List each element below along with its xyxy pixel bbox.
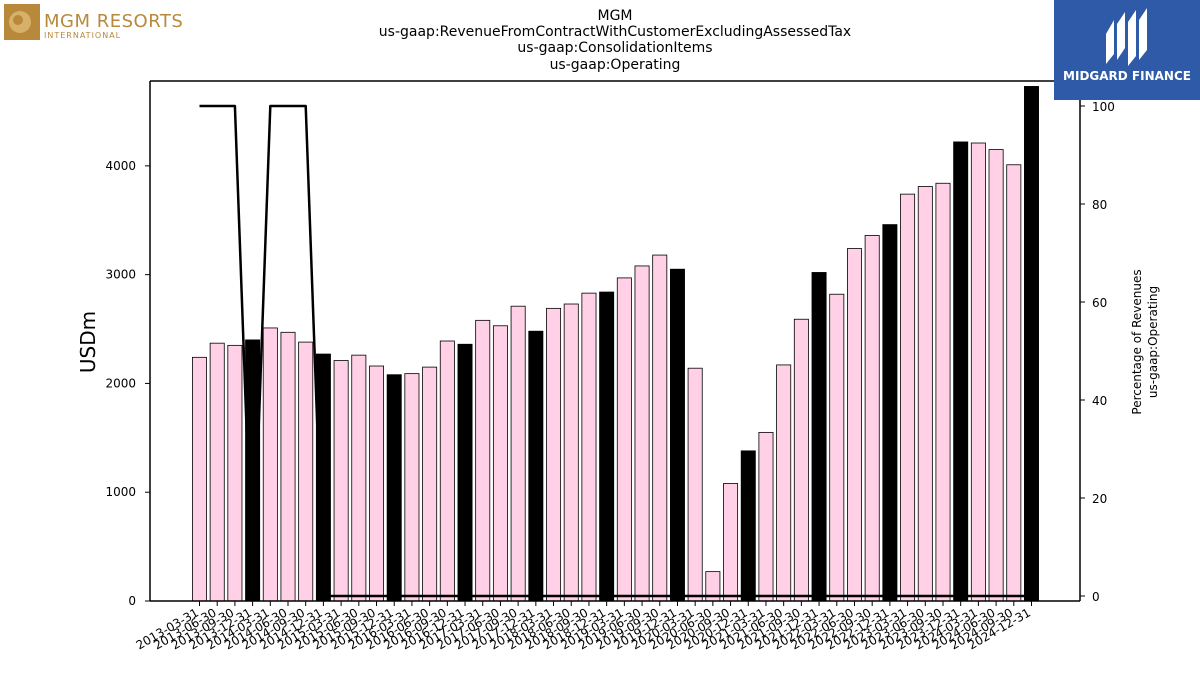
bar-2018-12-31 <box>599 291 615 602</box>
y-tick-label-4000: 4000 <box>105 159 136 173</box>
bar-2018-09-30 <box>581 292 597 602</box>
bar-2020-09-30 <box>723 483 739 602</box>
chart-title: MGM us-gaap:RevenueFromContractWithCusto… <box>379 8 851 73</box>
bar-2022-12-31 <box>882 224 898 602</box>
bar-series <box>192 86 1039 602</box>
mgm-logo-line1: MGM RESORTS <box>44 11 184 32</box>
bar-2018-06-30 <box>563 303 579 602</box>
bar-2015-12-31 <box>386 374 402 602</box>
bar-2017-06-30 <box>492 325 508 602</box>
bar-2018-03-31 <box>546 307 562 602</box>
axes: 010002000300040000204060801002013-03-312… <box>105 80 1115 652</box>
y-tick-label-1000: 1000 <box>105 485 136 499</box>
bar-2016-03-31 <box>404 373 420 602</box>
y-right-tick-label-60: 60 <box>1092 296 1107 310</box>
bar-2023-06-30 <box>917 186 933 602</box>
bar-2013-09-30 <box>227 344 243 602</box>
bar-2019-03-31 <box>616 277 632 602</box>
bar-2015-03-31 <box>333 360 349 602</box>
bar-2016-09-30 <box>439 340 455 602</box>
bar-2021-12-31 <box>811 272 827 602</box>
bar-2019-06-30 <box>634 265 650 602</box>
mgm-resorts-logo: MGM RESORTS INTERNATIONAL <box>4 4 194 42</box>
bar-2021-09-30 <box>793 318 809 602</box>
title-line-4: us-gaap:Operating <box>550 57 681 73</box>
bar-2017-03-31 <box>475 319 491 602</box>
bar-2024-06-30 <box>988 149 1004 602</box>
bar-2023-12-31 <box>953 141 969 602</box>
bar-2017-12-31 <box>528 330 544 602</box>
bar-2016-12-31 <box>457 343 473 602</box>
y-tick-label-2000: 2000 <box>105 376 136 390</box>
bar-2016-06-30 <box>422 366 438 602</box>
midgard-emblem-icon <box>1106 8 1147 66</box>
bar-2014-09-30 <box>298 341 314 602</box>
bar-2020-12-31 <box>740 450 756 602</box>
bar-2013-06-30 <box>209 342 225 602</box>
y-axis-label-right-2: us-gaap:Operating <box>1146 286 1160 398</box>
title-line-3: us-gaap:ConsolidationItems <box>517 40 712 56</box>
title-line-1: MGM <box>597 8 632 24</box>
y-right-tick-label-40: 40 <box>1092 394 1107 408</box>
line-series <box>199 104 1032 598</box>
bar-2021-06-30 <box>776 364 792 602</box>
bar-2017-09-30 <box>510 305 526 602</box>
y-axis-label-right-1: Percentage of Revenues <box>1130 269 1144 414</box>
bar-2013-03-31 <box>192 356 207 602</box>
y-right-tick-label-0: 0 <box>1092 590 1100 604</box>
y-axis-label-left: USDm <box>76 311 100 373</box>
lion-emblem-icon <box>4 4 40 40</box>
bar-2024-12-31 <box>1024 86 1039 602</box>
bar-2014-03-31 <box>262 327 278 602</box>
bar-2022-06-30 <box>847 248 862 602</box>
midgard-logo-text: MIDGARD FINANCE <box>1063 69 1191 83</box>
bar-2023-09-30 <box>935 182 951 602</box>
bar-2015-06-30 <box>351 354 367 602</box>
bar-2020-03-31 <box>687 367 703 602</box>
y-tick-label-0: 0 <box>128 594 136 608</box>
bar-2021-03-31 <box>758 431 774 602</box>
bar-2015-09-30 <box>369 365 385 602</box>
y-right-tick-label-100: 100 <box>1092 100 1115 114</box>
y-right-tick-label-20: 20 <box>1092 492 1107 506</box>
y-right-tick-label-80: 80 <box>1092 198 1107 212</box>
bar-2019-09-30 <box>652 254 668 602</box>
bar-2024-09-30 <box>1006 164 1022 602</box>
bar-2022-09-30 <box>864 235 880 602</box>
percentage-line <box>199 104 1032 598</box>
bar-2014-06-30 <box>280 331 296 602</box>
bar-2024-03-31 <box>970 142 986 602</box>
bar-2019-12-31 <box>669 268 685 602</box>
title-line-2: us-gaap:RevenueFromContractWithCustomerE… <box>379 24 851 40</box>
bar-2023-03-31 <box>900 193 916 602</box>
midgard-finance-logo: MIDGARD FINANCE <box>1054 0 1200 100</box>
y-tick-label-3000: 3000 <box>105 268 136 282</box>
bar-2022-03-31 <box>829 293 845 602</box>
mgm-logo-line2: INTERNATIONAL <box>44 31 122 40</box>
